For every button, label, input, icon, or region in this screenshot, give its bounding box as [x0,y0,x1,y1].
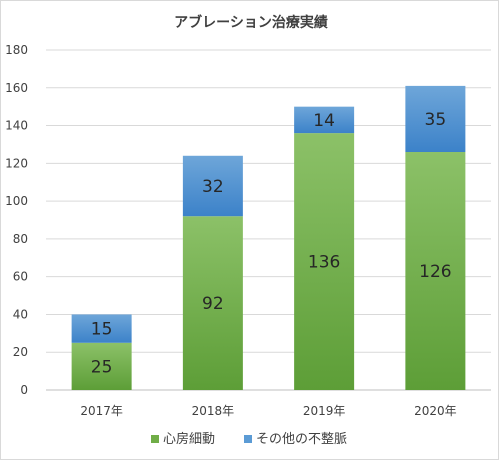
legend-label: その他の不整脈 [256,432,347,447]
bars [71,85,466,390]
y-tick-label: 0 [20,383,28,397]
data-label: 25 [91,357,113,377]
legend-label: 心房細動 [163,431,215,447]
legend-item: 心房細動 [151,431,215,447]
legend-swatch [151,435,159,443]
x-category-label: 2018年 [192,404,235,418]
bar-segment-afib [405,152,466,390]
data-label: 35 [425,110,447,130]
bar-segment-afib [182,216,243,390]
y-tick-label: 100 [5,194,28,208]
x-category-label: 2020年 [414,404,457,418]
data-label: 126 [419,262,451,282]
y-tick-label: 120 [5,156,28,170]
x-category-label: 2017年 [80,404,123,418]
y-tick-label: 140 [5,119,28,133]
y-tick-label: 180 [5,43,28,57]
data-label: 32 [202,177,224,197]
bar-segment-other [182,155,243,217]
x-category-label: 2019年 [303,404,346,418]
y-tick-label: 160 [5,81,28,95]
chart-title: アブレーション治療実績 [174,14,328,31]
legend: 心房細動 その他の不整脈 [151,431,347,447]
y-tick-label: 60 [13,270,28,284]
data-labels: 25 15 92 32 136 14 126 35 [91,110,452,377]
y-tick-label: 80 [13,232,28,246]
data-label: 15 [91,320,113,340]
data-label: 92 [202,294,224,314]
bar-segment-other [405,85,466,152]
y-tick-label: 40 [13,307,28,321]
bar-segment-afib [71,342,132,390]
data-label: 14 [313,111,335,131]
legend-item: その他の不整脈 [244,432,347,447]
x-axis-category-labels: 2017年 2018年 2019年 2020年 [80,404,456,418]
bar-segment-other [71,314,132,343]
data-label: 136 [308,253,340,273]
y-tick-label: 20 [13,345,28,359]
y-axis-tick-labels: 0 20 40 60 80 100 120 140 160 180 [5,43,28,397]
legend-swatch [244,435,252,443]
bar-segment-afib [294,133,355,390]
bar-segment-other [294,106,355,134]
